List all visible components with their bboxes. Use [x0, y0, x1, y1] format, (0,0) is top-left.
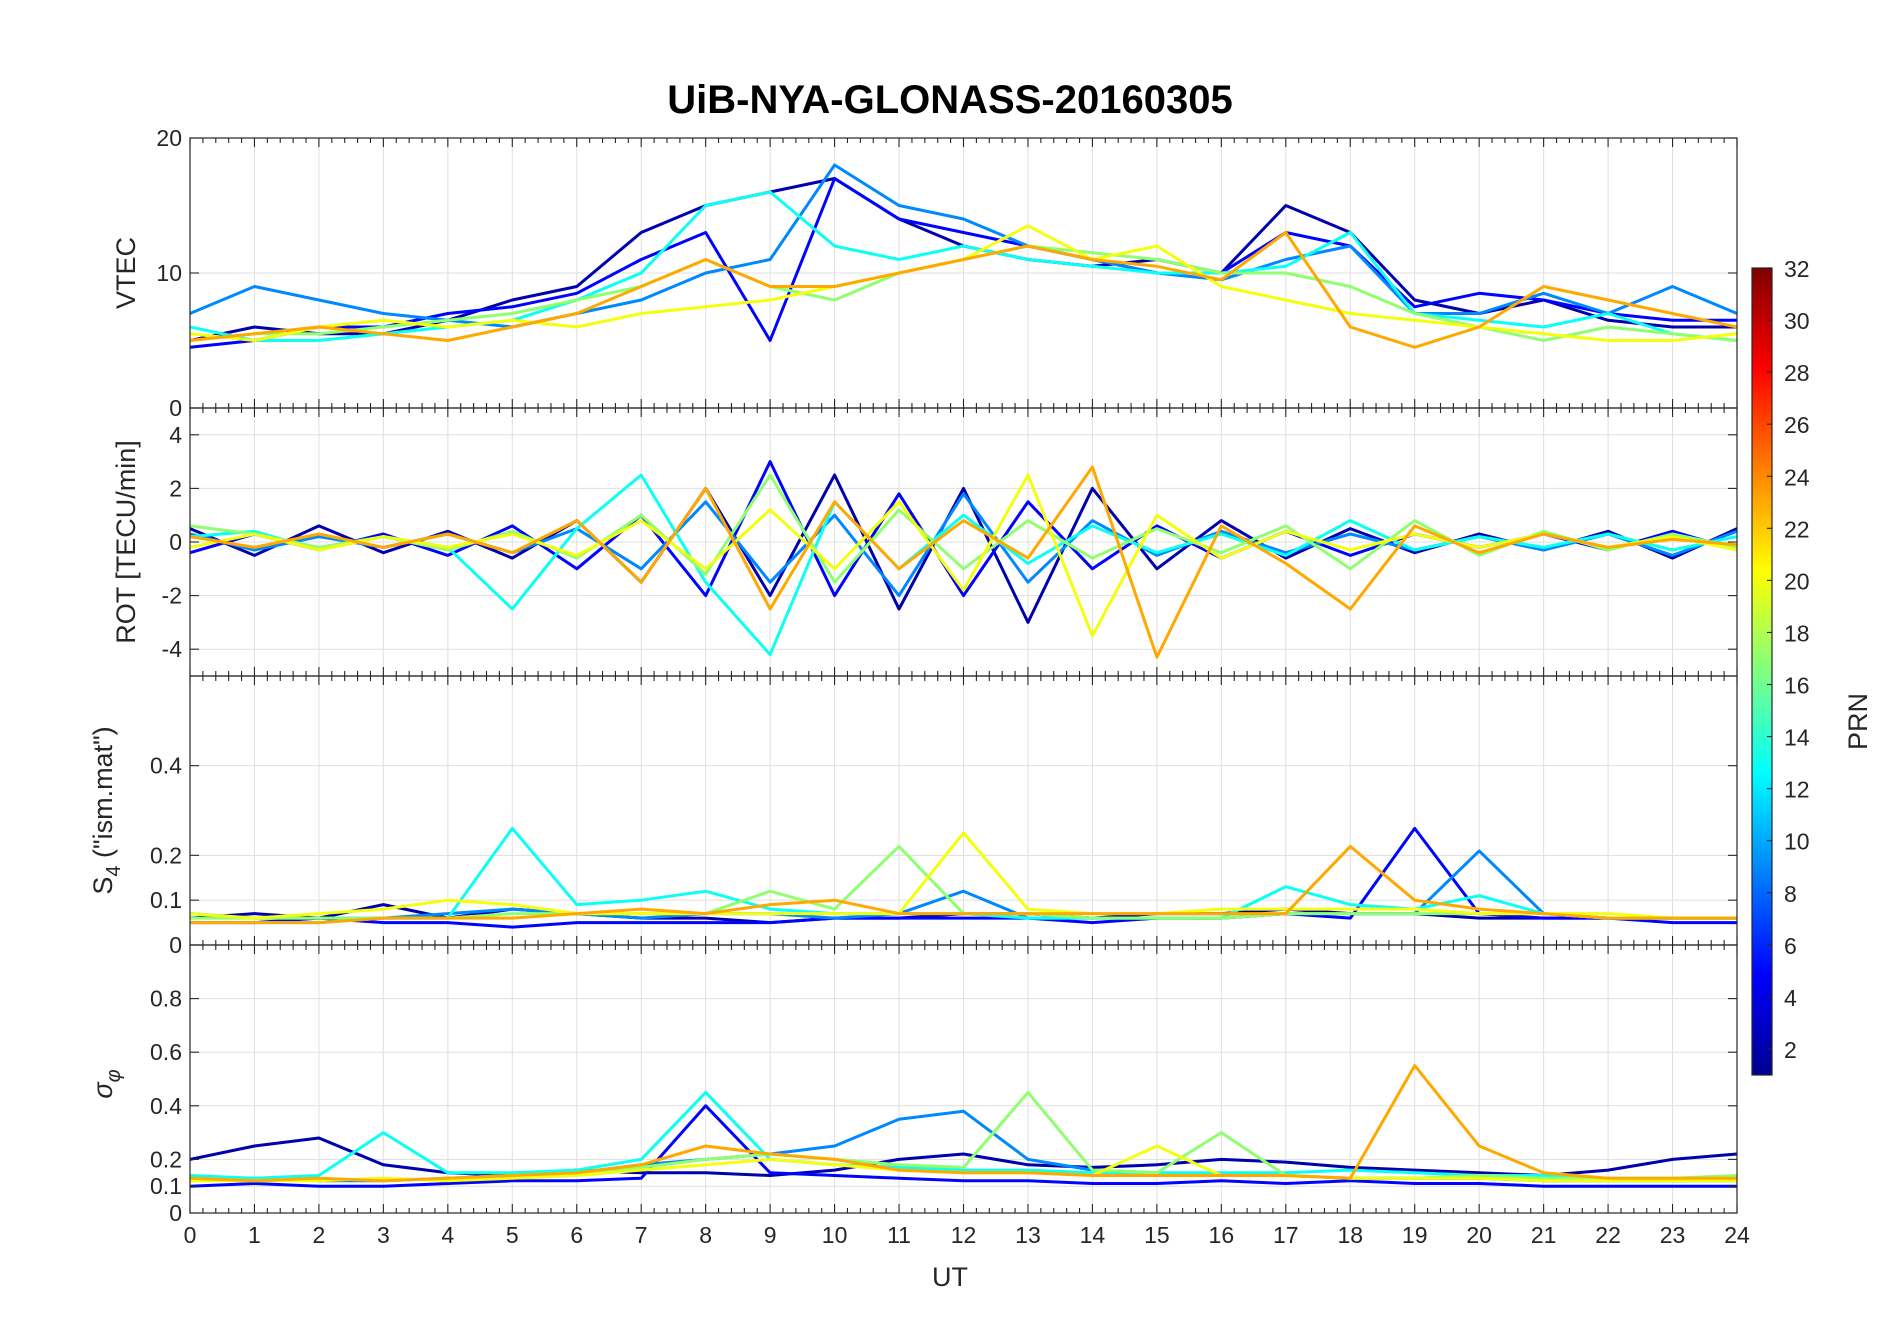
colorbar-tick-label: 14	[1784, 725, 1810, 751]
series-line-prn-5	[190, 1104, 1737, 1188]
series-line-prn-20	[190, 831, 1737, 920]
series-line-prn-20	[190, 473, 1737, 638]
x-tick-label: 5	[506, 1222, 519, 1248]
colorbar-tick-label: 16	[1784, 673, 1810, 699]
series-line-prn-9	[190, 849, 1737, 920]
colorbar-label: PRN	[1843, 693, 1873, 750]
y-tick-label: 0	[169, 932, 182, 958]
series-line-prn-17	[190, 473, 1737, 584]
y-tick-label: 0.4	[150, 753, 182, 779]
y-axis-label: ROT [TECU/min]	[111, 440, 141, 644]
x-tick-label: 22	[1595, 1222, 1621, 1248]
colorbar-tick-label: 8	[1784, 881, 1797, 907]
x-tick-label: 17	[1273, 1222, 1299, 1248]
colorbar-tick-label: 28	[1784, 360, 1810, 386]
x-tick-label: 19	[1402, 1222, 1428, 1248]
y-tick-label: -2	[162, 583, 182, 609]
y-tick-label: 0	[169, 529, 182, 555]
panel-s4: 0 0.1 0.2 0.4 S4 ("ism.mat")	[88, 675, 1738, 958]
y-tick-label: 0.2	[150, 842, 182, 868]
series-line-prn-5	[190, 177, 1737, 349]
x-tick-label: 3	[377, 1222, 390, 1248]
y-tick-label: 0.2	[150, 1146, 182, 1172]
x-tick-label: 6	[570, 1222, 583, 1248]
y-tick-label: 10	[156, 260, 182, 286]
series-line-prn-23	[190, 1064, 1737, 1183]
x-tick-label: 20	[1466, 1222, 1492, 1248]
colorbar-gradient	[1752, 268, 1772, 1075]
x-tick-label: 18	[1337, 1222, 1363, 1248]
x-tick-label: 14	[1080, 1222, 1106, 1248]
x-tick-label: 10	[822, 1222, 848, 1248]
colorbar-tick-label: 2	[1784, 1037, 1797, 1063]
y-tick-label: 0.1	[150, 1173, 182, 1199]
colorbar-tick-label: 18	[1784, 620, 1810, 646]
colorbar-frame	[1751, 267, 1773, 1076]
colorbar-tick-label: 30	[1784, 308, 1810, 334]
x-tick-label: 2	[313, 1222, 326, 1248]
colorbar-tick-label: 10	[1784, 829, 1810, 855]
x-tick-label: 13	[1015, 1222, 1041, 1248]
y-tick-label: 0.4	[150, 1093, 182, 1119]
x-tick-label: 0	[184, 1222, 197, 1248]
x-tick-label: 1	[248, 1222, 261, 1248]
colorbar-tick-label: 12	[1784, 777, 1810, 803]
series-group	[190, 163, 1737, 349]
x-tick-label: 24	[1724, 1222, 1750, 1248]
series-line-prn-23	[190, 844, 1737, 925]
y-axis-label: σφ	[88, 1069, 125, 1098]
colorbar-tick-label: 4	[1784, 985, 1797, 1011]
x-tick-label: 9	[764, 1222, 777, 1248]
y-tick-label: 0	[169, 395, 182, 421]
x-tick-label: 16	[1209, 1222, 1235, 1248]
y-tick-label: 20	[156, 125, 182, 151]
colorbar-tick-label: 22	[1784, 516, 1810, 542]
x-tick-label: 21	[1531, 1222, 1557, 1248]
y-tick-label: 0.1	[150, 887, 182, 913]
x-tick-label: 11	[887, 1222, 911, 1248]
figure-title: UiB-NYA-GLONASS-20160305	[667, 78, 1232, 122]
x-tick-label: 23	[1660, 1222, 1686, 1248]
colorbar-tick-label: 20	[1784, 568, 1810, 594]
series-group	[190, 460, 1737, 659]
x-tick-label: 7	[635, 1222, 648, 1248]
x-tick-label: 15	[1144, 1222, 1170, 1248]
series-line-prn-23	[190, 465, 1737, 659]
y-tick-label: 4	[169, 422, 182, 448]
colorbar-tick-label: 6	[1784, 933, 1797, 959]
x-tick-label: 8	[699, 1222, 712, 1248]
x-tick-label: 4	[441, 1222, 454, 1248]
y-tick-label: 2	[169, 475, 182, 501]
x-tick-label: 12	[951, 1222, 977, 1248]
series-group	[190, 1064, 1737, 1188]
colorbar-tick-label: 32	[1784, 256, 1810, 282]
y-axis-label: S4 ("ism.mat")	[88, 726, 125, 894]
y-tick-label: 0	[169, 1200, 182, 1226]
y-tick-label: -4	[162, 636, 183, 662]
x-axis-label: UT	[932, 1262, 968, 1292]
panel-rot: -4 -2 0 2 4 ROT [TECU/min]	[111, 407, 1738, 677]
series-line-prn-23	[190, 231, 1737, 349]
y-axis-label: VTEC	[111, 237, 141, 309]
series-group	[190, 826, 1737, 929]
series-line-prn-2	[190, 473, 1737, 624]
y-tick-label: 0.8	[150, 986, 182, 1012]
colorbar-tick-label: 26	[1784, 412, 1810, 438]
y-tick-label: 0.6	[150, 1039, 182, 1065]
colorbar-tick-label: 24	[1784, 464, 1810, 490]
